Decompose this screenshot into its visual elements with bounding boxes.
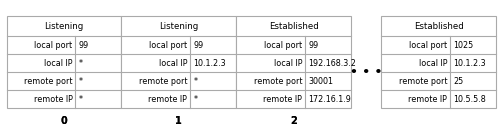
Text: *: * (78, 59, 82, 68)
Text: 0: 0 (60, 116, 68, 126)
Text: Listening: Listening (159, 22, 198, 30)
Text: local port: local port (264, 41, 302, 50)
Text: remote port: remote port (139, 77, 188, 86)
Text: local IP: local IP (44, 59, 72, 68)
Text: remote port: remote port (254, 77, 302, 86)
Text: remote IP: remote IP (408, 95, 447, 104)
Text: remote IP: remote IP (264, 95, 302, 104)
Text: Established: Established (269, 22, 318, 30)
Text: local port: local port (409, 41, 447, 50)
Text: local IP: local IP (159, 59, 188, 68)
Text: 172.16.1.9: 172.16.1.9 (308, 95, 351, 104)
Text: 10.5.5.8: 10.5.5.8 (453, 95, 486, 104)
Text: 10.1.2.3: 10.1.2.3 (453, 59, 486, 68)
Text: 99: 99 (78, 41, 88, 50)
Text: local port: local port (34, 41, 72, 50)
Text: *: * (194, 95, 198, 104)
Text: *: * (78, 77, 82, 86)
Text: 30001: 30001 (308, 77, 333, 86)
Text: 10.1.2.3: 10.1.2.3 (194, 59, 226, 68)
Text: 2: 2 (290, 116, 297, 126)
Text: 99: 99 (194, 41, 203, 50)
Text: 2: 2 (290, 116, 297, 126)
Text: *: * (78, 95, 82, 104)
Text: local IP: local IP (418, 59, 447, 68)
Bar (6, 16, 121, 108)
Text: • • •: • • • (350, 66, 382, 79)
Bar (236, 16, 351, 108)
Bar (122, 16, 236, 108)
Text: 0: 0 (60, 116, 68, 126)
Text: 1: 1 (176, 116, 182, 126)
Text: local IP: local IP (274, 59, 302, 68)
Text: 1025: 1025 (453, 41, 473, 50)
Text: 25: 25 (453, 77, 464, 86)
Text: remote IP: remote IP (34, 95, 72, 104)
Text: remote port: remote port (398, 77, 447, 86)
Text: Established: Established (414, 22, 464, 30)
Text: remote IP: remote IP (148, 95, 188, 104)
Text: *: * (194, 77, 198, 86)
Text: Listening: Listening (44, 22, 84, 30)
Text: 1: 1 (176, 116, 182, 126)
Text: 99: 99 (308, 41, 318, 50)
Text: 192.168.3.2: 192.168.3.2 (308, 59, 356, 68)
Bar (381, 16, 496, 108)
Text: local port: local port (149, 41, 188, 50)
Text: remote port: remote port (24, 77, 72, 86)
